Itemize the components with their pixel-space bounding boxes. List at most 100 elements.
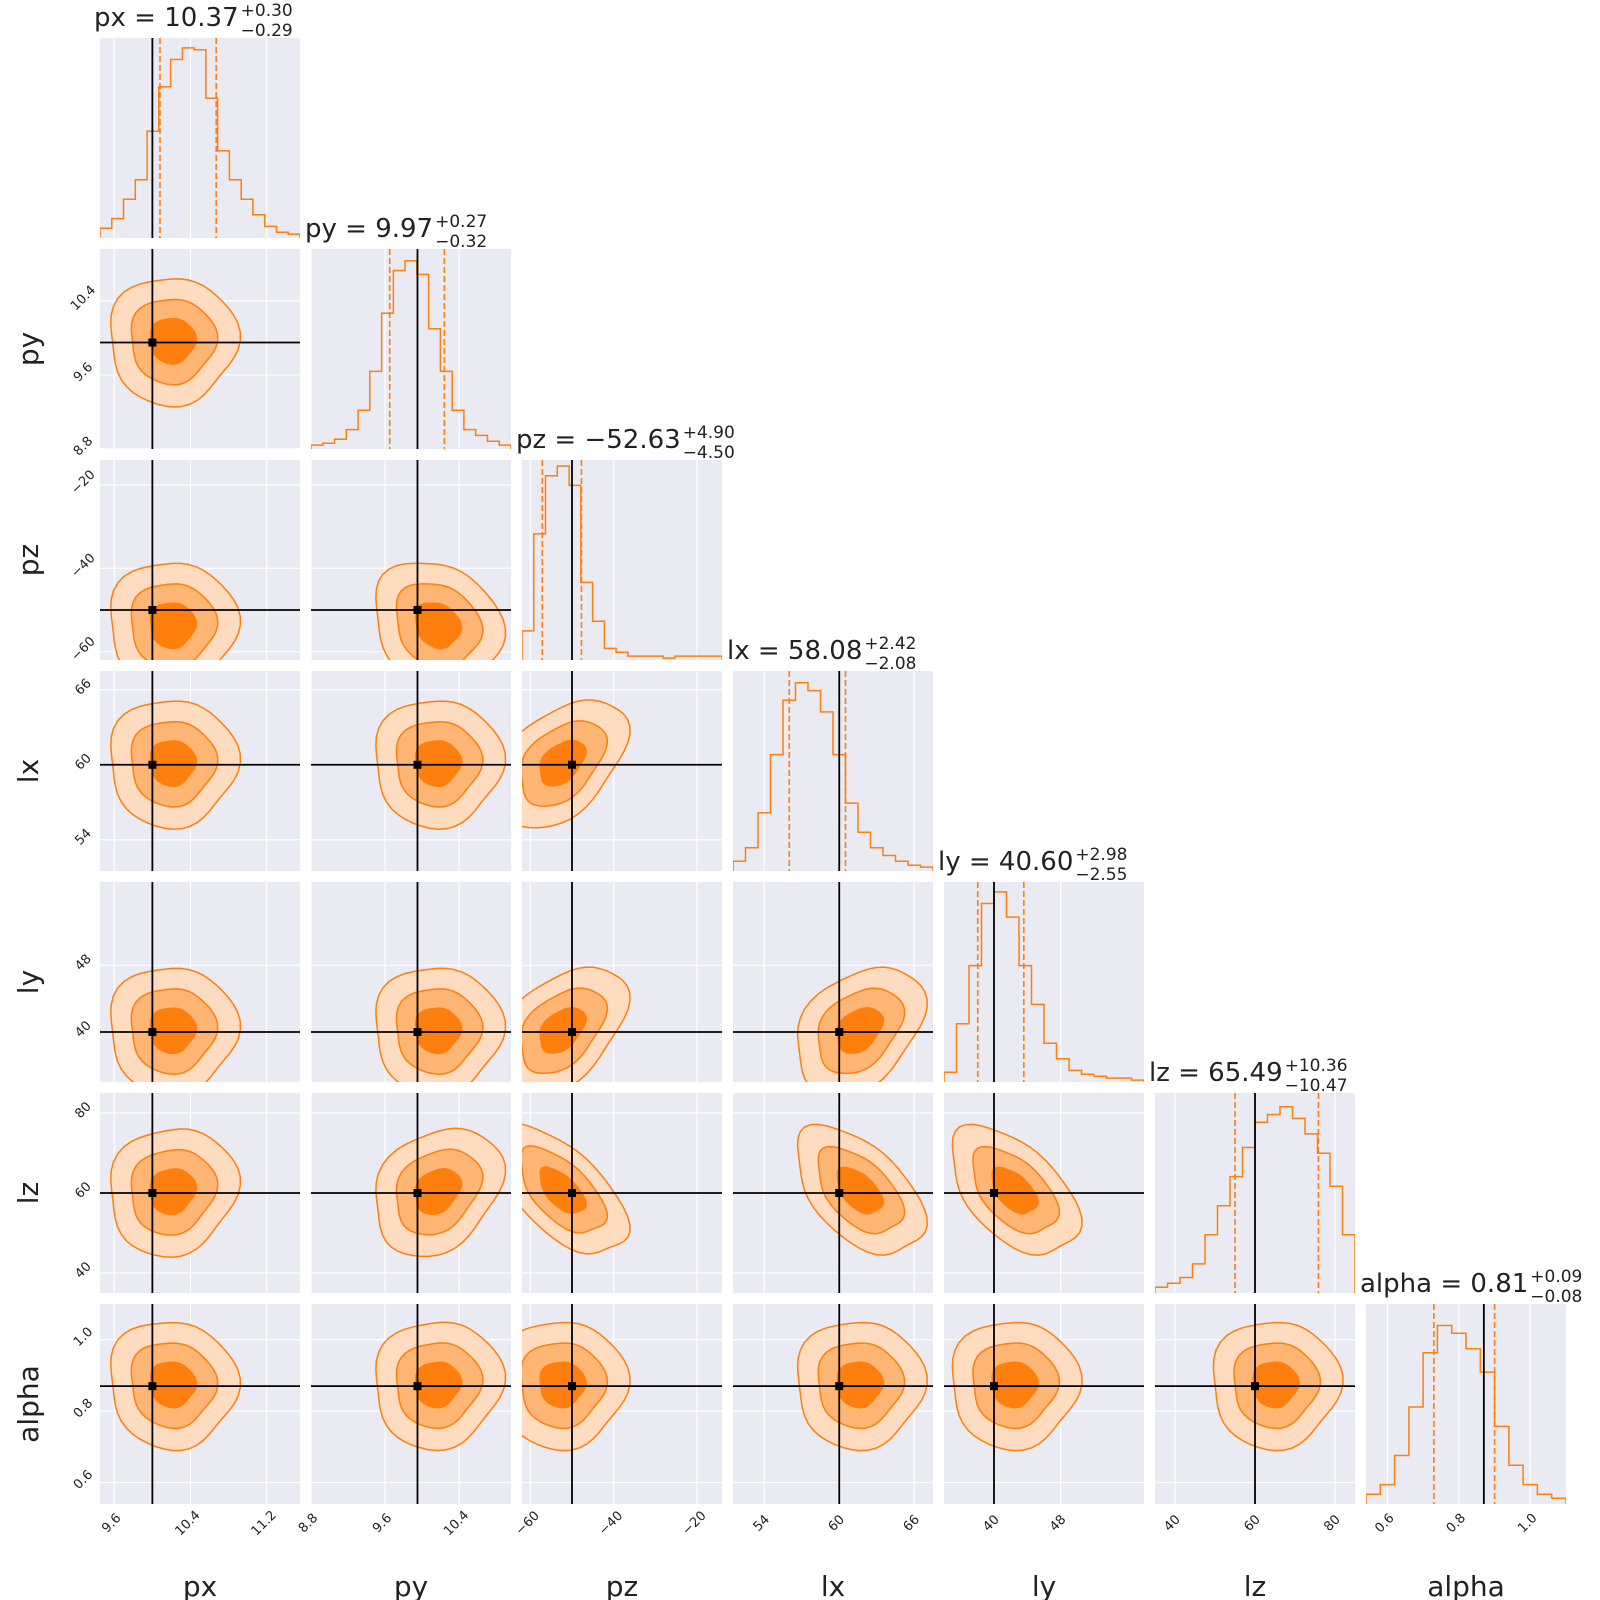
x-tick-label: 54 [751,1512,773,1534]
panel-content [311,1093,511,1293]
histogram-py [311,260,511,449]
contour-level-3 [539,1361,587,1409]
panel-title-px: px = 10.37 [94,3,239,33]
panel-lz-lx [733,1093,933,1293]
x-axis-label-lz: lz [1244,1570,1266,1600]
panel-lx-px [100,671,300,871]
y-tick-label: 0.6 [71,1467,96,1492]
panel-content [311,249,511,449]
panel-content [100,1304,300,1504]
contour-level-3 [539,1166,587,1215]
truth-marker [148,338,157,347]
y-tick-label: 10.4 [68,283,99,314]
panel-content [100,249,300,449]
title-plus: +0.27 [435,212,487,232]
panel-pz-px [100,460,300,660]
panel-lx-pz [522,671,722,871]
y-tick-label: 40 [72,1018,94,1040]
y-tick-label: 40 [72,1259,94,1281]
x-tick-label: 9.6 [99,1511,124,1536]
panel-alpha-py [310,1304,511,1504]
panel-py-py [310,249,511,449]
x-tick-label: 80 [1321,1512,1343,1534]
panel-alpha-px [100,1304,300,1504]
panel-content [1155,1304,1355,1504]
panel-title-lz: lz = 65.49 [1149,1058,1283,1088]
title-minus: −0.32 [435,232,487,252]
panel-title-ly: ly = 40.60 [938,847,1073,877]
panel-content [522,671,722,871]
truth-marker [835,1028,844,1036]
histogram-ly [944,891,1144,1082]
truth-marker [413,1189,422,1197]
truth-marker [568,1189,576,1197]
truth-marker [568,760,576,769]
truth-marker [990,1382,998,1391]
contour-level-3 [991,1166,1039,1215]
histogram-px [100,47,300,238]
x-tick-label: 66 [901,1512,923,1534]
panel-content [522,1304,722,1504]
panel-content [944,882,1144,1082]
x-tick-label: 48 [1047,1512,1069,1534]
panel-content [733,671,933,871]
panel-lz-lz [1155,1093,1355,1293]
panel-content [944,1093,1144,1293]
panel-content [522,1093,722,1293]
histogram-lx [733,682,933,871]
panel-ly-py [310,882,511,1082]
panel-ly-lx [733,882,933,1082]
x-axis-label-py: py [394,1570,428,1600]
y-tick-label: 54 [72,826,94,848]
panel-content [522,460,722,660]
title-plus: +10.36 [1285,1056,1348,1076]
x-tick-label: 11.2 [249,1508,280,1539]
y-axis-label-lx: lx [12,759,45,783]
y-axis-label-pz: pz [12,544,45,576]
y-tick-label: −60 [69,634,99,664]
contour-level-3 [836,1006,885,1054]
panel-content [733,1093,933,1293]
truth-marker [148,606,157,614]
panel-title-pz: pz = −52.63 [516,425,681,455]
panel-lz-ly [944,1093,1144,1293]
panel-content [311,1304,511,1504]
contour-level-3 [149,602,198,650]
truth-marker [413,606,422,614]
y-tick-label: 80 [72,1099,94,1121]
x-tick-label: 8.8 [296,1511,321,1536]
y-tick-label: −20 [69,468,99,498]
panel-content [522,882,722,1082]
x-tick-label: 1.0 [1515,1511,1540,1536]
panel-content [311,671,511,871]
contour-level-3 [836,1166,885,1215]
panel-ly-ly [944,882,1144,1082]
panel-px-px [100,38,300,238]
truth-marker [990,1189,998,1197]
panel-lz-py [310,1093,511,1293]
x-tick-label: 0.8 [1444,1511,1469,1536]
truth-marker [835,1382,844,1391]
x-tick-label: 10.4 [441,1508,472,1539]
panel-background [100,38,300,238]
panel-content [100,460,300,660]
panel-content [1155,1093,1355,1293]
y-tick-label: 0.8 [71,1396,96,1421]
panel-content [100,1093,300,1293]
truth-marker [148,1189,157,1197]
x-axis-label-lx: lx [821,1570,845,1600]
x-tick-label: 60 [1241,1512,1263,1534]
panel-background [944,882,1144,1082]
panel-alpha-lz [1155,1304,1355,1504]
y-axis-label-ly: ly [12,970,45,994]
title-plus: +0.09 [1530,1267,1582,1287]
title-minus: −2.55 [1075,865,1127,885]
x-tick-label: 10.4 [172,1508,203,1539]
y-axis-label-py: py [12,332,45,366]
panel-content [100,671,300,871]
y-tick-label: 66 [72,676,94,698]
y-tick-label: 9.6 [71,360,96,385]
panel-content [1366,1304,1566,1504]
truth-marker [413,1028,422,1036]
title-plus: +0.30 [241,1,293,21]
